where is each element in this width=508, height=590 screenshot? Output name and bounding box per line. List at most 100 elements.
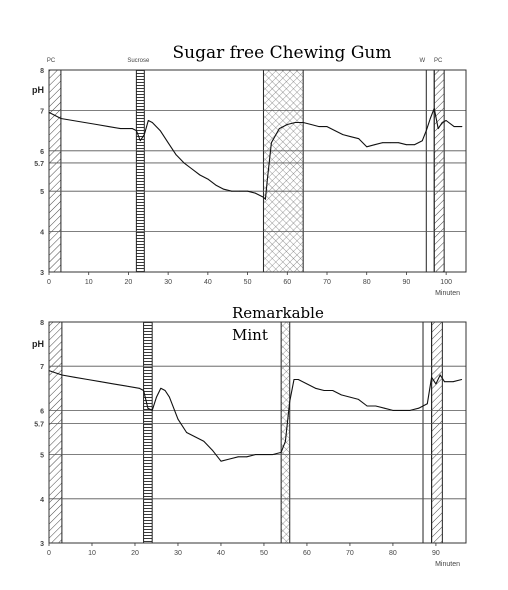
data-point [374, 144, 376, 146]
data-point [237, 456, 239, 458]
x-tick-label: 40 [217, 550, 225, 557]
data-point [147, 120, 149, 121]
data-point [318, 126, 320, 127]
x-tick-label: 80 [363, 279, 371, 286]
data-point [74, 376, 76, 378]
data-point [135, 130, 137, 132]
data-point [406, 144, 407, 146]
data-point [439, 374, 441, 376]
ph-series-line [48, 107, 462, 200]
data-point [151, 410, 153, 411]
data-point [143, 134, 145, 136]
data-point [366, 405, 368, 407]
data-point [340, 394, 342, 396]
data-point [350, 136, 352, 138]
y-tick-label: 3 [40, 541, 44, 548]
data-point [87, 379, 89, 380]
data-point [433, 107, 435, 109]
data-point [72, 120, 74, 121]
data-point [358, 398, 359, 400]
y-tick-label: 8 [40, 68, 44, 75]
chart-title: Sugar free Chewing Gum [173, 43, 392, 63]
data-point [445, 120, 447, 121]
data-point [164, 390, 166, 391]
data-point [108, 126, 109, 127]
y-tick-label: 7 [40, 108, 44, 115]
data-point [323, 390, 325, 391]
data-point [139, 140, 141, 142]
data-point [159, 130, 161, 132]
x-tick-label: 10 [88, 550, 96, 557]
data-point [254, 454, 256, 455]
data-point [272, 454, 273, 455]
x-axis-label: Minuten [435, 290, 460, 297]
y-tick-label: 5.7 [34, 161, 44, 168]
data-point [263, 454, 265, 455]
data-point [461, 379, 463, 380]
x-tick-label: 60 [283, 279, 291, 286]
event-label: Sucrose [127, 58, 150, 64]
data-point [48, 370, 50, 372]
data-point [120, 128, 121, 129]
data-point [186, 432, 187, 433]
data-point [183, 162, 185, 164]
event-label: PC [434, 58, 443, 64]
y-tick-label: 3 [40, 270, 44, 277]
x-tick-label: 50 [260, 550, 268, 557]
x-tick-label: 60 [303, 550, 311, 557]
x-tick-label: 50 [244, 279, 252, 286]
plot-frame [48, 69, 467, 273]
y-tick-label: 6 [40, 149, 44, 156]
data-point [280, 451, 282, 453]
y-tick-label: 5 [40, 453, 44, 460]
data-point [383, 407, 385, 409]
data-point [211, 449, 213, 451]
x-tick-label: 20 [131, 550, 139, 557]
x-tick-label: 40 [204, 279, 212, 286]
data-point [156, 396, 157, 398]
data-point [425, 130, 427, 132]
x-tick-label: 30 [164, 279, 172, 286]
data-point [100, 381, 101, 383]
data-point [175, 154, 177, 156]
data-point [418, 407, 420, 409]
event-label: PC [47, 58, 56, 64]
data-point [289, 401, 291, 402]
data-point [167, 142, 169, 144]
data-point [297, 379, 299, 380]
data-point [132, 128, 133, 129]
x-tick-label: 20 [125, 279, 133, 286]
x-tick-label: 70 [346, 550, 354, 557]
data-point [199, 174, 201, 176]
data-point [332, 390, 334, 391]
event-label: W [419, 58, 425, 64]
data-point [194, 436, 196, 438]
data-point [306, 383, 308, 385]
data-point [278, 128, 280, 129]
y-tick-label: 5.7 [34, 422, 44, 429]
data-point [366, 146, 368, 148]
event-band [262, 69, 304, 273]
y-tick-label: 4 [40, 230, 44, 237]
data-point [375, 405, 377, 407]
x-tick-label: 10 [85, 279, 93, 286]
data-point [382, 142, 383, 144]
data-point [271, 142, 272, 144]
data-point [398, 142, 399, 144]
data-point [255, 192, 256, 194]
event-band [48, 321, 63, 544]
data-point [326, 126, 328, 127]
x-tick-label: 80 [389, 550, 397, 557]
data-point [160, 387, 162, 389]
x-tick-label: 0 [47, 550, 51, 557]
y-axis-label: pH [32, 85, 44, 95]
data-point [342, 134, 344, 136]
y-axis-label: pH [32, 339, 44, 349]
y-tick-label: 6 [40, 408, 44, 415]
data-point [437, 128, 439, 129]
data-point [409, 410, 411, 411]
data-point [229, 458, 230, 460]
data-point [231, 190, 233, 192]
data-point [358, 138, 360, 140]
data-point [461, 126, 463, 127]
